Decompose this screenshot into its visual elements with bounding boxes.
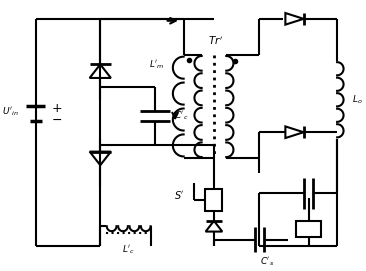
Bar [205,189,223,211]
Text: $L'_c$: $L'_c$ [122,244,135,256]
Text: $U'_{in}$: $U'_{in}$ [2,105,19,118]
Text: $Tr'$: $Tr'$ [208,34,223,47]
Text: $C'_c$: $C'_c$ [174,109,188,122]
Text: $L'_m$: $L'_m$ [149,59,165,71]
Text: $L_o$: $L_o$ [352,93,363,106]
Text: $C'_s$: $C'_s$ [260,255,274,268]
Bar [296,221,321,237]
Text: $+$: $+$ [51,102,62,115]
Text: $S'$: $S'$ [174,189,184,201]
Text: $-$: $-$ [51,113,62,126]
